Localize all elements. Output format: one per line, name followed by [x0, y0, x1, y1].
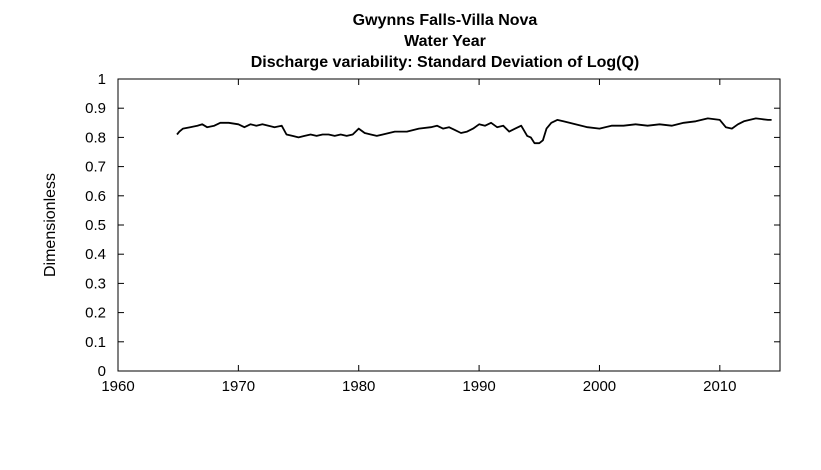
y-tick-label: 0.1	[85, 334, 106, 351]
y-axis-ticks: 0 0.1 0.2 0.3 0.4 0.5 0.6 0.7 0.8 0.9 1	[85, 71, 780, 380]
x-tick-label: 2000	[583, 378, 616, 395]
x-tick-label: 2010	[703, 378, 736, 395]
y-tick-label: 0.4	[85, 246, 106, 263]
y-axis-label: Dimensionless	[42, 173, 59, 277]
series-group	[176, 117, 772, 145]
y-tick-label: 0.7	[85, 159, 106, 176]
y-tick-label: 1	[98, 71, 106, 88]
chart-subtitle: Water Year	[404, 33, 486, 50]
y-tick-label: 0.2	[85, 305, 106, 322]
chart-titles: Gwynns Falls-Villa Nova Water Year Disch…	[251, 12, 640, 71]
x-tick-label: 1970	[222, 378, 255, 395]
y-tick-label: 0.8	[85, 129, 106, 146]
series-line-0	[176, 117, 772, 145]
chart-title: Gwynns Falls-Villa Nova	[353, 12, 538, 29]
y-tick-label: 0.9	[85, 100, 106, 117]
y-tick-label: 0.5	[85, 217, 106, 234]
y-tick-label: 0.3	[85, 275, 106, 292]
x-tick-label: 1990	[462, 378, 495, 395]
y-tick-label: 0.6	[85, 188, 106, 205]
x-tick-label: 1960	[101, 378, 134, 395]
x-axis-ticks: 1960 1970 1980 1990 2000 2010	[101, 79, 737, 395]
chart-subtitle-2: Discharge variability: Standard Deviatio…	[251, 54, 640, 71]
y-tick-label: 0	[98, 363, 106, 380]
x-tick-label: 1980	[342, 378, 375, 395]
